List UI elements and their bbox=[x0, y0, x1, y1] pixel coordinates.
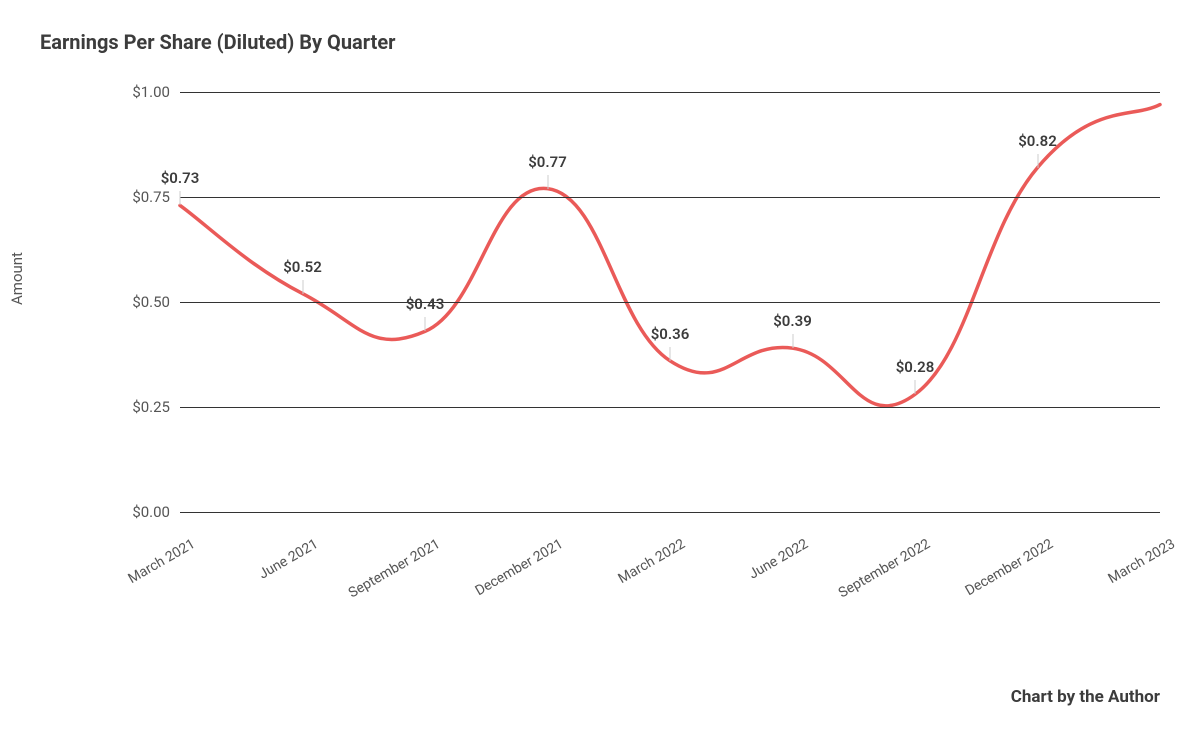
gridline bbox=[180, 302, 1160, 303]
x-tick-label: March 2023 bbox=[1106, 536, 1178, 587]
x-tick-label: September 2021 bbox=[346, 536, 443, 601]
point-label: $0.73 bbox=[161, 169, 200, 187]
gridline bbox=[180, 92, 1160, 93]
label-leader bbox=[670, 347, 671, 361]
x-tick-label: March 2022 bbox=[616, 536, 688, 587]
x-tick-label: March 2021 bbox=[126, 536, 198, 587]
point-label: $0.77 bbox=[528, 153, 567, 171]
label-leader bbox=[915, 380, 916, 394]
x-tick-label: September 2022 bbox=[836, 536, 933, 601]
y-tick-label: $0.00 bbox=[90, 503, 170, 521]
point-label: $0.36 bbox=[651, 325, 690, 343]
gridline bbox=[180, 407, 1160, 408]
y-tick-label: $0.75 bbox=[90, 188, 170, 206]
x-tick-label: June 2022 bbox=[746, 536, 811, 583]
label-leader bbox=[302, 280, 303, 294]
point-label: $0.39 bbox=[773, 312, 812, 330]
x-tick-label: December 2021 bbox=[472, 536, 565, 599]
label-leader bbox=[792, 334, 793, 348]
y-axis-title: Amount bbox=[8, 252, 26, 305]
y-tick-label: $1.00 bbox=[90, 83, 170, 101]
chart-title: Earnings Per Share (Diluted) By Quarter bbox=[40, 30, 395, 54]
point-label: $0.28 bbox=[896, 358, 935, 376]
eps-chart: Earnings Per Share (Diluted) By Quarter … bbox=[0, 0, 1200, 742]
label-leader bbox=[180, 191, 181, 205]
gridline bbox=[180, 512, 1160, 513]
y-tick-label: $0.50 bbox=[90, 293, 170, 311]
point-label: $0.43 bbox=[406, 295, 445, 313]
label-leader bbox=[425, 317, 426, 331]
y-tick-label: $0.25 bbox=[90, 398, 170, 416]
point-label: $0.52 bbox=[283, 258, 322, 276]
label-leader bbox=[1037, 154, 1038, 168]
chart-attribution: Chart by the Author bbox=[1011, 687, 1160, 707]
plot-area: $0.73$0.52$0.43$0.77$0.36$0.39$0.28$0.82 bbox=[180, 92, 1160, 512]
point-label: $0.82 bbox=[1018, 132, 1057, 150]
x-tick-label: June 2021 bbox=[256, 536, 321, 583]
label-leader bbox=[547, 175, 548, 189]
gridline bbox=[180, 197, 1160, 198]
x-tick-label: December 2022 bbox=[962, 536, 1055, 599]
